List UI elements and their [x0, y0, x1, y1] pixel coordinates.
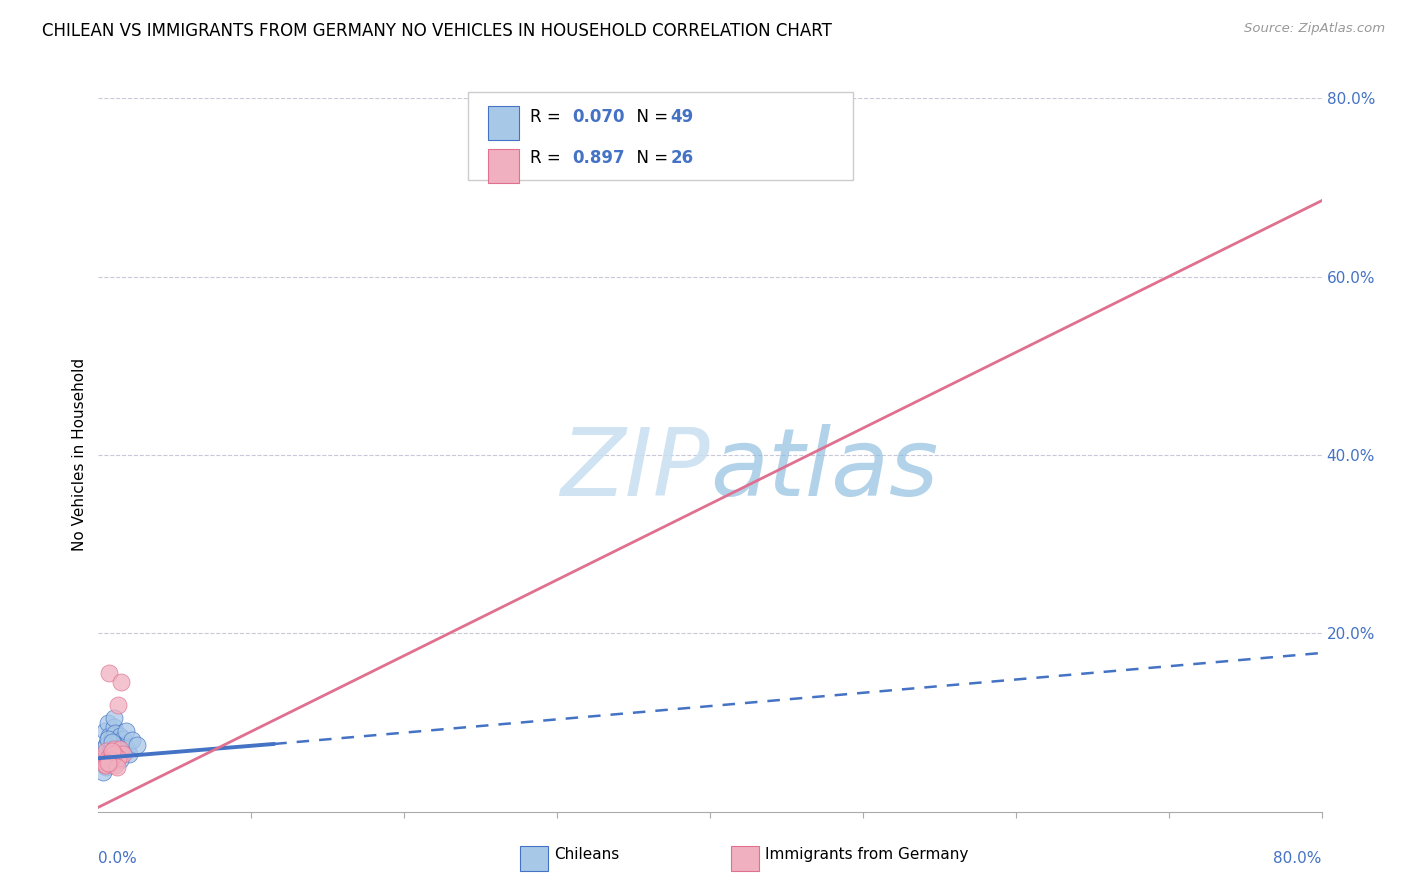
Text: R =: R = [530, 108, 567, 126]
Point [98, 756, 121, 771]
Text: 26: 26 [671, 149, 693, 167]
Point [91, 751, 114, 765]
Point [94, 744, 117, 758]
Point [91, 764, 114, 779]
Point [103, 737, 125, 751]
Point [93, 751, 115, 765]
Text: 0.0%: 0.0% [98, 851, 138, 866]
Point [100, 735, 122, 749]
Point [100, 742, 122, 756]
Text: R =: R = [530, 149, 567, 167]
Point [100, 747, 122, 762]
Text: ZIP: ZIP [561, 424, 710, 515]
Point [97, 756, 120, 770]
Point [93, 758, 115, 772]
Text: Source: ZipAtlas.com: Source: ZipAtlas.com [1244, 22, 1385, 36]
Point [107, 698, 129, 712]
Point [104, 726, 127, 740]
Point [94, 739, 117, 753]
Point [110, 740, 132, 755]
Point [91, 751, 114, 765]
Point [108, 753, 131, 767]
Point [103, 747, 125, 761]
Point [101, 751, 124, 765]
Text: CHILEAN VS IMMIGRANTS FROM GERMANY NO VEHICLES IN HOUSEHOLD CORRELATION CHART: CHILEAN VS IMMIGRANTS FROM GERMANY NO VE… [42, 22, 832, 40]
Point [97, 753, 120, 767]
Point [105, 748, 128, 763]
Point [98, 756, 121, 770]
Point [101, 731, 124, 746]
Point [117, 742, 139, 756]
Point [104, 751, 127, 765]
Point [111, 731, 134, 746]
Point [101, 749, 124, 764]
Point [101, 744, 124, 758]
Point [101, 744, 124, 758]
Point [561, 162, 583, 177]
Point [104, 758, 127, 772]
Point [103, 747, 125, 761]
Point [108, 742, 131, 756]
Point [94, 758, 117, 772]
Point [107, 751, 129, 765]
Y-axis label: No Vehicles in Household: No Vehicles in Household [72, 359, 87, 551]
Point [105, 751, 128, 765]
Point [105, 760, 128, 774]
Point [98, 729, 121, 743]
Point [94, 738, 117, 752]
Point [101, 735, 124, 749]
Point [100, 753, 122, 767]
Text: 0.897: 0.897 [572, 149, 624, 167]
Point [98, 756, 121, 770]
Point [105, 746, 128, 760]
Point [107, 735, 129, 749]
Point [100, 747, 122, 761]
Text: N =: N = [626, 108, 673, 126]
Point [111, 747, 134, 761]
Text: Chileans: Chileans [554, 847, 619, 862]
Point [103, 711, 125, 725]
Point [110, 744, 132, 758]
Point [105, 742, 128, 756]
Point [98, 749, 121, 764]
Point [97, 733, 120, 747]
Text: 0.070: 0.070 [572, 108, 624, 126]
Text: Immigrants from Germany: Immigrants from Germany [765, 847, 969, 862]
Point [121, 733, 143, 747]
Point [94, 760, 117, 774]
Point [103, 720, 125, 734]
Point [93, 724, 115, 739]
Text: atlas: atlas [710, 424, 938, 515]
Point [97, 732, 120, 747]
Point [110, 675, 132, 690]
Point [103, 742, 125, 756]
Point [125, 738, 148, 752]
Text: N =: N = [626, 149, 673, 167]
Point [107, 741, 129, 756]
Point [108, 729, 131, 743]
Point [97, 751, 120, 765]
Point [98, 742, 121, 756]
Point [101, 744, 124, 758]
Point [104, 738, 127, 752]
Point [97, 715, 120, 730]
Point [112, 738, 135, 752]
Text: 80.0%: 80.0% [1274, 851, 1322, 866]
Point [104, 754, 127, 768]
Point [118, 747, 141, 761]
Text: 49: 49 [671, 108, 695, 126]
Point [103, 740, 125, 755]
Point [115, 724, 138, 739]
Point [98, 666, 121, 681]
Point [107, 747, 129, 761]
Point [100, 747, 122, 761]
Point [105, 733, 128, 747]
